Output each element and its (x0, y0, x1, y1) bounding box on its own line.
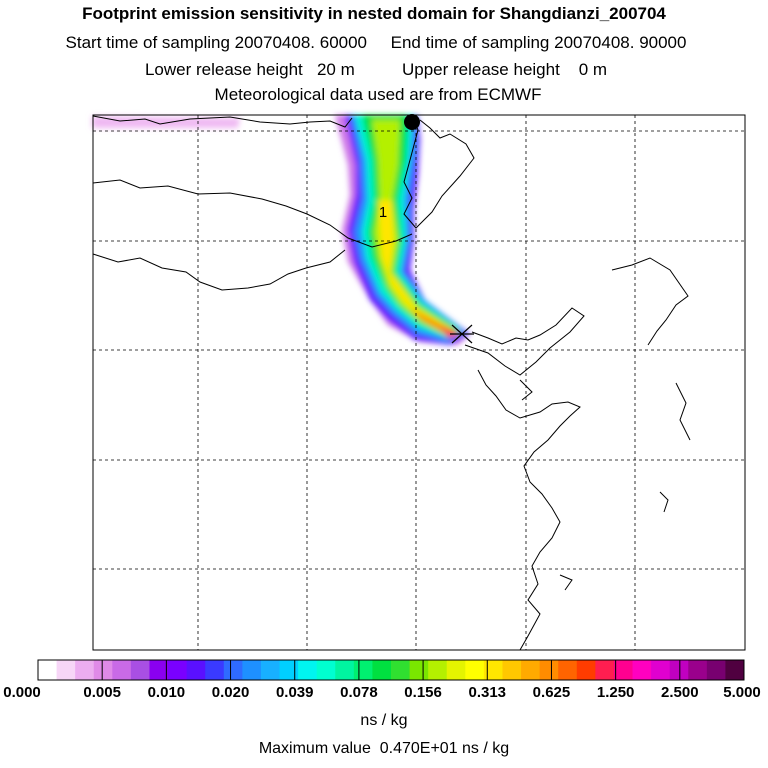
colorbar-tick-label: 1.250 (596, 684, 635, 701)
plot-title: Footprint emission sensitivity in nested… (82, 4, 666, 23)
colorbar-swatch (56, 660, 76, 680)
colorbar-swatch (298, 660, 318, 680)
colorbar-swatch (93, 660, 113, 680)
colorbar (37, 659, 745, 681)
colorbar-swatch (75, 660, 95, 680)
sampling-times: Start time of sampling 20070408. 60000 E… (0, 33, 760, 53)
colorbar-tick-label: 0.313 (468, 684, 507, 701)
colorbar-tick-label: 5.000 (723, 684, 761, 701)
release-heights: Lower release height 20 m Upper release … (0, 60, 760, 80)
colorbar-frame (37, 659, 745, 681)
colorbar-swatch (669, 660, 689, 680)
colorbar-swatch (335, 660, 355, 680)
colorbar-swatch (446, 660, 466, 680)
colorbar-swatch (706, 660, 726, 680)
colorbar-swatch (409, 660, 429, 680)
start-time-label: Start time of sampling 20070408. 60000 (65, 33, 368, 52)
footprint-plume (92, 115, 470, 345)
colorbar-swatch (242, 660, 262, 680)
coastlines (92, 115, 691, 651)
colorbar-tick-label: 0.039 (275, 684, 314, 701)
colorbar-swatch (725, 660, 745, 680)
colorbar-swatch (613, 660, 634, 680)
colorbar-tick-label: 0.010 (147, 684, 186, 701)
colorbar-swatch (130, 660, 150, 680)
release-point-marker (404, 114, 420, 130)
colorbar-swatch (112, 660, 132, 680)
colorbar-swatch (632, 660, 652, 680)
colorbar-unit: ns / kg (360, 712, 408, 729)
colorbar-swatch (186, 660, 206, 680)
colorbar-swatch (521, 660, 541, 680)
colorbar-swatch (353, 660, 373, 680)
colorbar-swatch (465, 660, 485, 680)
colorbar-tick-label: 0.020 (211, 684, 250, 701)
colorbar-swatch (223, 660, 243, 680)
colorbar-swatch (372, 660, 392, 680)
colorbar-swatch (502, 660, 522, 680)
upper-release-height-label: Upper release height 0 m (401, 60, 608, 79)
colorbar-swatch (688, 660, 708, 680)
trajectory-label-1: 1 (379, 204, 387, 221)
colorbar-swatch (539, 660, 559, 680)
colorbar-swatch (260, 660, 281, 680)
colorbar-swatch (595, 660, 615, 680)
colorbar-tick-label: 0.156 (404, 684, 442, 701)
station-star-marker (450, 324, 474, 344)
colorbar-swatch (205, 660, 225, 680)
colorbar-tick-label: 2.500 (661, 684, 699, 701)
colorbar-swatch (576, 660, 596, 680)
colorbar-swatch (428, 660, 448, 680)
maximum-value-label: Maximum value 0.470E+01 ns / kg (258, 740, 510, 757)
colorbar-swatch (391, 660, 411, 680)
colorbar-swatch (651, 660, 671, 680)
colorbar-tick-label: 0.000 (3, 684, 41, 701)
met-data-label: Meteorological data used are from ECMWF (214, 85, 542, 104)
colorbar-swatch (149, 660, 169, 680)
lower-release-height-label: Lower release height 20 m (144, 60, 355, 79)
colorbar-swatch (483, 660, 503, 680)
colorbar-tick-label: 0.625 (532, 684, 571, 701)
colorbar-tick-label: 0.078 (340, 684, 378, 701)
colorbar-swatch (558, 660, 578, 680)
colorbar-tick-label: 0.005 (83, 684, 121, 701)
colorbar-swatch (279, 660, 299, 680)
colorbar-swatch (316, 660, 336, 680)
lat-lon-grid (93, 115, 745, 650)
map-frame (92, 114, 746, 651)
colorbar-swatch (38, 660, 58, 680)
colorbar-swatch (168, 660, 188, 680)
end-time-label: End time of sampling 20070408. 90000 (390, 33, 687, 52)
